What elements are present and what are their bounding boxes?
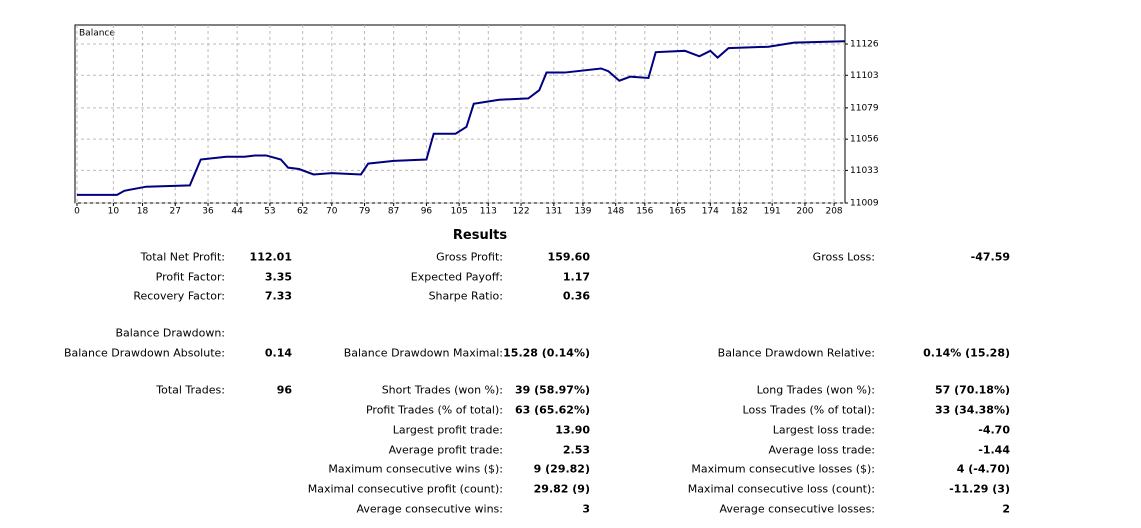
x-tick-label: 191	[764, 207, 781, 217]
x-tick-label: 182	[731, 207, 748, 217]
x-tick-label: 27	[170, 207, 181, 217]
x-tick-label: 165	[669, 207, 686, 217]
result-label: Short Trades (won %):	[381, 383, 503, 397]
x-tick-label: 0	[74, 207, 80, 217]
x-tick-label: 18	[137, 207, 149, 217]
y-tick-label: 11079	[850, 103, 879, 113]
x-tick-label: 139	[574, 207, 591, 217]
result-value: -11.29 (3)	[949, 482, 1010, 496]
balance-line	[77, 40, 846, 196]
result-label: Maximum consecutive wins ($):	[328, 462, 503, 476]
result-value: 13.90	[555, 423, 590, 437]
result-value: 15.28 (0.14%)	[503, 346, 590, 360]
x-tick-label: 200	[796, 207, 813, 217]
x-tick-label: 148	[607, 207, 624, 217]
result-value: 159.60	[547, 250, 590, 264]
result-label: Balance Drawdown:	[115, 326, 225, 340]
result-label: Profit Trades (% of total):	[365, 403, 503, 417]
x-tick-label: 62	[297, 207, 308, 217]
x-tick-label: 122	[512, 207, 529, 217]
result-value: 2.53	[562, 443, 590, 457]
result-label: Largest loss trade:	[772, 423, 875, 437]
x-tick-label: 53	[264, 207, 275, 217]
result-label: Average loss trade:	[768, 443, 875, 457]
y-tick-label: 11126	[850, 40, 879, 50]
x-tick-label: 208	[825, 207, 842, 217]
result-label: Recovery Factor:	[133, 289, 225, 303]
result-label: Largest profit trade:	[392, 423, 503, 437]
result-value: 29.82 (9)	[533, 482, 590, 496]
result-label: Maximum consecutive losses ($):	[691, 462, 875, 476]
x-tick-label: 10	[108, 207, 120, 217]
result-label: Long Trades (won %):	[756, 383, 875, 397]
y-tick-label: 11103	[850, 71, 879, 81]
x-tick-label: 131	[545, 207, 562, 217]
result-label: Average profit trade:	[388, 443, 503, 457]
result-value: 2	[1002, 502, 1010, 516]
balance-chart: Balance 11009 11033 11056 11079 11103 11126 0 1…	[74, 24, 879, 217]
result-label: Gross Profit:	[436, 250, 503, 264]
x-tick-label: 87	[388, 207, 399, 217]
result-value: -1.44	[978, 443, 1010, 457]
result-value: 63 (65.62%)	[514, 403, 590, 417]
result-label: Total Net Profit:	[140, 250, 225, 264]
chart-title: Balance	[79, 29, 115, 39]
result-value: 0.14	[264, 346, 292, 360]
result-label: Balance Drawdown Relative:	[717, 346, 875, 360]
x-tick-label: 113	[480, 207, 497, 217]
result-label: Sharpe Ratio:	[428, 289, 503, 303]
result-value: 9 (29.82)	[533, 462, 590, 476]
result-label: Maximal consecutive loss (count):	[687, 482, 875, 496]
result-label: Balance Drawdown Maximal:	[343, 346, 503, 360]
result-value: 3	[582, 502, 590, 516]
x-tick-label: 36	[202, 207, 214, 217]
y-tick-label: 11009	[850, 199, 879, 209]
result-value: 33 (34.38%)	[934, 403, 1010, 417]
result-value: 96	[276, 383, 292, 397]
result-value: 57 (70.18%)	[934, 383, 1010, 397]
x-tick-label: 174	[702, 207, 719, 217]
y-tick-label: 11033	[850, 166, 879, 176]
result-value: 3.35	[264, 270, 292, 284]
result-value: 0.14% (15.28)	[923, 346, 1010, 360]
x-tick-label: 105	[451, 207, 468, 217]
result-label: Expected Payoff:	[410, 270, 503, 284]
result-label: Average consecutive losses:	[719, 502, 875, 516]
result-label: Maximal consecutive profit (count):	[307, 482, 503, 496]
result-label: Total Trades:	[156, 383, 225, 397]
plot-frame	[74, 24, 846, 204]
x-tick-label: 96	[421, 207, 433, 217]
result-label: Loss Trades (% of total):	[742, 403, 875, 417]
x-tick-label: 79	[359, 207, 371, 217]
result-label: Gross Loss:	[812, 250, 875, 264]
x-tick-label: 70	[326, 207, 338, 217]
result-value: -47.59	[970, 250, 1010, 264]
result-value: -4.70	[978, 423, 1010, 437]
results-title: Results	[452, 228, 508, 243]
result-label: Average consecutive wins:	[356, 502, 503, 516]
result-value: 1.17	[562, 270, 590, 284]
x-tick-label: 44	[231, 207, 243, 217]
result-value: 112.01	[249, 250, 292, 264]
result-value: 7.33	[264, 289, 292, 303]
result-label: Balance Drawdown Absolute:	[63, 346, 225, 360]
result-label: Profit Factor:	[155, 270, 225, 284]
result-value: 0.36	[562, 289, 590, 303]
result-value: 39 (58.97%)	[514, 383, 590, 397]
y-tick-label: 11056	[850, 135, 879, 145]
result-value: 4 (-4.70)	[956, 462, 1010, 476]
x-tick-label: 156	[636, 207, 653, 217]
